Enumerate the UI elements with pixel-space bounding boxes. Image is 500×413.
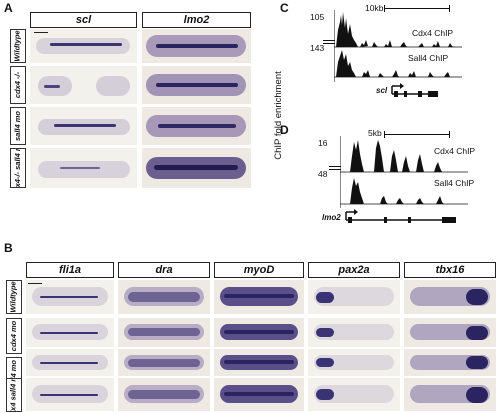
panel-d-track2-max: 48 [318,169,328,179]
stain [316,328,334,337]
panel-b-image-2-1 [118,349,210,376]
stain [224,294,294,298]
stain [128,390,200,399]
embryo [314,287,394,306]
embryo [314,385,394,403]
stain [40,296,98,298]
embryo [314,324,394,340]
panel-b-image-1-0 [26,318,114,347]
panel-b-header-myod: myoD [214,262,304,278]
stain [224,360,294,364]
stain [466,356,488,369]
panel-d-scale-label: 5kb [368,128,382,138]
panel-b-header-pax2a: pax2a [308,262,400,278]
panel-d-chip-tracks [340,136,468,208]
panel-a-image-sall4-lmo2 [142,107,251,145]
panel-b-image-2-2 [214,349,304,376]
stain [40,332,98,334]
panel-b-image-0-2 [214,280,304,314]
panel-c-letter: C [280,1,289,15]
panel-a-row-label-wildtype: Wildtype [10,29,26,63]
stain [40,394,98,396]
stain [466,387,488,403]
panel-b-row-label-double-visible: cdx4 sall4 mo [6,378,22,412]
panel-b-image-0-1 [118,280,210,314]
stain [128,328,200,336]
panel-b-image-1-4 [404,318,496,347]
panel-c-chip-tracks [334,10,462,82]
panel-b-image-3-1 [118,378,210,411]
panel-a-row-label-double: cdx4-/- sall4 mo [10,148,26,188]
panel-c-gene-model [391,83,438,97]
panel-b-header-tbx16: tbx16 [404,262,496,278]
stain [316,358,334,367]
panel-d-track2-label: Sall4 ChIP [434,178,475,188]
panel-b-image-1-1 [118,318,210,347]
panel-c-track2-label: Sall4 ChIP [408,53,449,63]
panel-d-scale-bar [384,134,450,135]
stain [466,326,488,340]
panel-a-image-double-lmo2 [142,148,251,188]
panel-b-image-3-2 [214,378,304,411]
panel-a-image-double-scl [30,148,137,188]
panel-a-image-sall4-scl [30,107,137,145]
panel-b-image-1-3 [308,318,400,347]
embryo [314,355,394,370]
panel-b-header-fli1a: fli1a [26,262,114,278]
panel-a-header-lmo2: lmo2 [142,12,251,28]
panel-d-letter: D [280,123,289,137]
stain [466,289,488,305]
panel-a-image-wildtype-lmo2 [142,29,251,63]
panel-a-letter: A [4,1,13,15]
stain [224,330,294,334]
panel-b-image-0-3 [308,280,400,314]
panel-a-row-label-sall4: sall4 mo [10,107,26,145]
panel-b-scale-bar [28,283,42,284]
panel-b-image-1-2 [214,318,304,347]
panel-b-image-0-0 [26,280,114,314]
panel-b-row-label-wildtype: Wildtype [6,280,22,314]
panel-d-gene-label: lmo2 [322,213,341,222]
panel-b-letter: B [4,241,13,255]
panel-b-row-label-cdx4: cdx4 mo [6,318,22,354]
stain [40,362,98,364]
panel-d-gene-model [345,209,456,223]
panel-a-row-label-cdx4: cdx4 -/- [10,66,26,104]
stain [316,292,334,303]
panel-b-header-dra: dra [118,262,210,278]
panel-c-gene-label: scl [376,86,388,95]
panel-a-image-cdx4-scl [30,66,137,104]
stain [128,292,200,302]
panel-b-image-3-0 [26,378,114,411]
panel-b-image-3-4 [404,378,496,411]
panel-a-image-cdx4-lmo2 [142,66,251,104]
panel-c-track2-max: 143 [310,43,325,53]
panel-d-track1-max: 16 [318,138,328,148]
panel-c-track1-label: Cdx4 ChIP [412,28,454,38]
stain [316,389,334,400]
panel-b-image-2-4 [404,349,496,376]
chip-y-axis-label: ChIP fold enrichment [272,70,284,160]
panel-b-image-2-3 [308,349,400,376]
panel-c-scale-bar [384,8,450,9]
stain [128,359,200,367]
stain [224,392,294,396]
panel-c-track1-max: 105 [310,12,325,22]
panel-b-image-3-3 [308,378,400,411]
panel-b-image-0-4 [404,280,496,314]
panel-a-header-scl: scl [30,12,137,28]
panel-d-track1-label: Cdx4 ChIP [434,146,476,156]
panel-a-image-wildtype-scl [30,29,137,63]
panel-c-scale-label: 10kb [365,3,384,13]
panel-b-image-2-0 [26,349,114,376]
